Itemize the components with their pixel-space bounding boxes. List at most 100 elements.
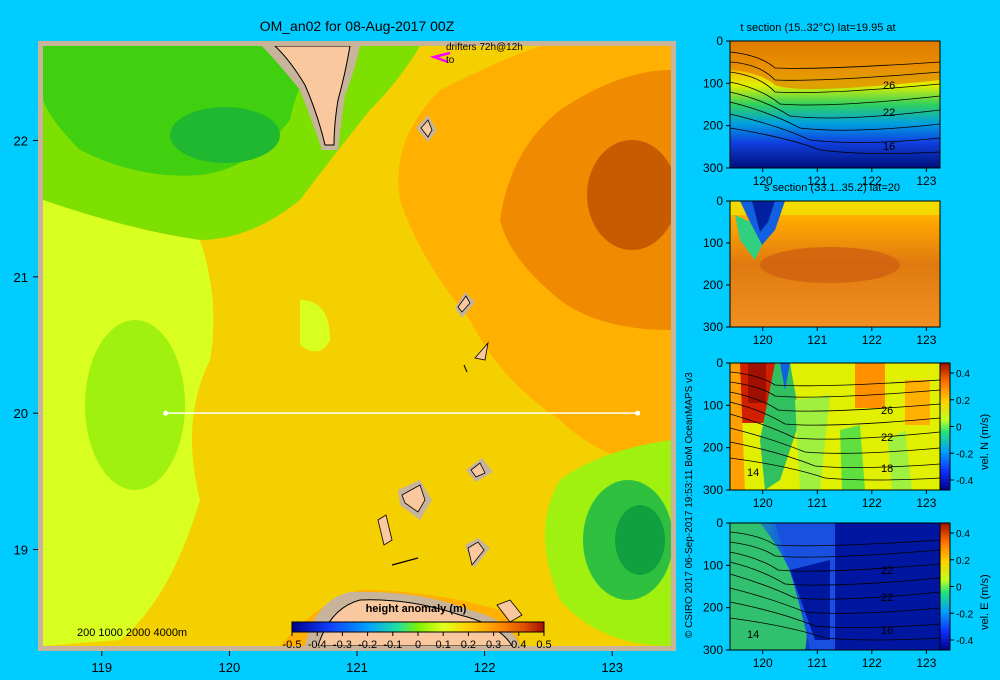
- section-y-tick-label: 300: [703, 161, 723, 175]
- map-y-tick-label: 22: [14, 133, 28, 148]
- colorbar-tick-label: 0: [415, 639, 421, 651]
- section-x-tick-label: 122: [862, 496, 882, 510]
- section-x-tick-label: 120: [753, 174, 773, 188]
- map-y-tick-label: 20: [14, 406, 28, 421]
- colorbar-tick-label: -0.5: [283, 639, 302, 651]
- colorbar-tick-label: -0.2: [358, 639, 377, 651]
- section-x-tick-label: 122: [862, 174, 882, 188]
- section-x-tick-label: 121: [807, 496, 827, 510]
- vel-colorbar-tick-label: 0: [956, 423, 962, 434]
- colorbar-tick-label: -0.1: [383, 639, 402, 651]
- colorbar: [291, 621, 545, 633]
- colorbar-title: height anomaly (m): [366, 603, 467, 615]
- colorbar-ticks: -0.5 -0.4 -0.3 -0.2 -0.1 0 0.1 0.2 0.3 0.4 0.5: [283, 632, 552, 651]
- map-panel: drifters 72h@12h to 200 1000 2000 4000m …: [14, 41, 676, 675]
- section-y-tick-label: 200: [703, 119, 723, 133]
- drifters-label: drifters 72h@12h: [446, 42, 523, 53]
- section-x-tick-label: 121: [807, 656, 827, 670]
- t-contour-label-1: 26: [883, 80, 895, 92]
- vel-e-colorbar-label: vel. E (m/s): [979, 574, 991, 630]
- map-x-tick-label: 123: [601, 660, 623, 675]
- section-x-tick-label: 123: [916, 174, 936, 188]
- section-start-marker: [163, 410, 169, 416]
- vel-colorbar-tick-label: -0.4: [956, 636, 974, 647]
- vel-e-contours: [729, 531, 941, 641]
- t-section-contours: [729, 51, 941, 154]
- section-x-tick-label: 120: [753, 496, 773, 510]
- t-contour-label-2: 22: [883, 107, 895, 119]
- vel-n-contour-label-2: 22: [881, 432, 893, 444]
- section-y-tick-label: 0: [716, 194, 723, 208]
- t-section-title: t section (15..32°C) lat=19.95 at: [740, 22, 895, 34]
- map-x-ticks: 119 120 121 122 123: [91, 651, 623, 675]
- section-y-tick-label: 0: [716, 356, 723, 370]
- vel-colorbar-tick-label: 0.2: [956, 396, 970, 407]
- section-y-tick-label: 0: [716, 34, 723, 48]
- chart-title: OM_an02 for 08-Aug-2017 00Z: [260, 18, 455, 34]
- section-y-tick-label: 0: [716, 516, 723, 530]
- vel-colorbar-tick-label: -0.2: [956, 449, 974, 460]
- vel-e-contour-label-3: 16: [881, 625, 893, 637]
- vel-n-section-panel: 26 22 18 14 vel. N (m/s): [729, 362, 991, 491]
- section-x-tick-label: 122: [862, 656, 882, 670]
- vel-colorbar-tick-label: 0.2: [956, 556, 970, 567]
- s-section-panel: s section (33.1..35.2) lat=20: [729, 182, 941, 328]
- section-y-tick-label: 300: [703, 643, 723, 657]
- colorbar-tick-label: 0.5: [536, 639, 551, 651]
- vel-n-contour-label-3: 18: [881, 463, 893, 475]
- colorbar-tick-label: 0.2: [461, 639, 476, 651]
- section-y-tick-label: 300: [703, 483, 723, 497]
- section-x-tick-label: 121: [807, 333, 827, 347]
- vel-n-colorbar-label: vel. N (m/s): [979, 414, 991, 470]
- colorbar-tick-label: 0.1: [436, 639, 451, 651]
- t-contour-label-3: 16: [883, 141, 895, 153]
- vel-colorbar-tick-label: 0.4: [956, 529, 970, 540]
- section-x-tick-label: 120: [753, 656, 773, 670]
- section-y-tick-label: 100: [703, 558, 723, 572]
- map-x-tick-label: 119: [91, 660, 112, 675]
- colorbar-tick-label: 0.4: [511, 639, 526, 651]
- vel-n-colorbar: [939, 362, 951, 491]
- drifters-sub: to: [446, 55, 455, 66]
- section-x-tick-label: 123: [916, 496, 936, 510]
- vel-colorbar-tick-label: -0.2: [956, 609, 974, 620]
- vel-e-contour-label-2: 22: [881, 592, 893, 604]
- section-y-tick-label: 200: [703, 278, 723, 292]
- anomaly-field: [43, 46, 671, 646]
- section-x-tick-label: 122: [862, 333, 882, 347]
- depth-legend: 200 1000 2000 4000m: [77, 627, 187, 639]
- colorbar-tick-label: 0.3: [486, 639, 501, 651]
- map-y-ticks: 19 20 21 22: [14, 133, 38, 558]
- map-x-tick-label: 122: [474, 660, 496, 675]
- vel-e-contour-label-1: 22: [881, 565, 893, 577]
- vel-colorbar-tick-label: 0.4: [956, 369, 970, 380]
- vel-colorbar-tick-label: 0: [956, 583, 962, 594]
- drifter-arrow-icon: [429, 51, 451, 64]
- vel-e-colorbar: [939, 522, 951, 651]
- section-end-marker: [635, 410, 641, 416]
- map-y-tick-label: 19: [14, 543, 28, 558]
- section-y-tick-label: 100: [703, 76, 723, 90]
- credit-text: © CSIRO 2017 06-Sep-2017 19:53:11 BoM Oc…: [684, 372, 695, 638]
- section-x-tick-label: 120: [753, 333, 773, 347]
- section-x-tick-label: 123: [916, 656, 936, 670]
- vel-n-contour-label-4: 14: [747, 467, 759, 479]
- colorbar-tick-label: -0.3: [333, 639, 352, 651]
- section-x-tick-label: 121: [807, 174, 827, 188]
- section-y-tick-label: 200: [703, 441, 723, 455]
- colorbar-tick-label: -0.4: [308, 639, 327, 651]
- section-x-tick-label: 123: [916, 333, 936, 347]
- vel-n-contours: [729, 371, 941, 481]
- vel-e-section-panel: 22 22 16 14 vel. E (m/s): [729, 522, 991, 651]
- section-y-tick-label: 100: [703, 236, 723, 250]
- vel-n-contour-label-1: 26: [881, 405, 893, 417]
- vel-e-contour-label-4: 14: [747, 629, 759, 641]
- map-y-tick-label: 21: [14, 270, 28, 285]
- s-section-title: s section (33.1..35.2) lat=20: [764, 182, 900, 194]
- section-y-tick-label: 300: [703, 320, 723, 334]
- section-y-tick-label: 200: [703, 601, 723, 615]
- t-section-panel: t section (15..32°C) lat=19.95 at 26 22 …: [729, 22, 941, 169]
- vel-colorbar-tick-label: -0.4: [956, 476, 974, 487]
- map-x-tick-label: 120: [219, 660, 241, 675]
